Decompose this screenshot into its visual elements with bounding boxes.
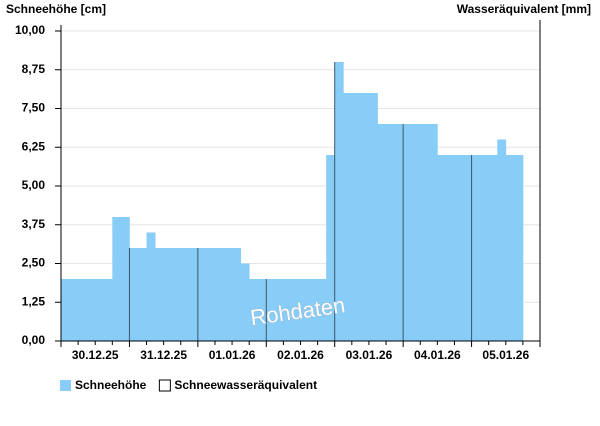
bar: [360, 93, 370, 341]
bar: [240, 263, 250, 341]
bar: [172, 248, 182, 341]
bar: [112, 217, 122, 341]
bar: [274, 279, 284, 341]
bar: [95, 279, 105, 341]
bar: [120, 217, 130, 341]
bar: [300, 279, 310, 341]
bar: [189, 248, 199, 341]
bar: [214, 248, 224, 341]
bar: [223, 248, 233, 341]
bar: [69, 279, 79, 341]
bar: [326, 155, 336, 341]
legend-swatch: [60, 380, 71, 391]
y-tick-label: 8,75: [22, 62, 46, 76]
bar: [291, 279, 301, 341]
bar: [163, 248, 173, 341]
bar: [343, 93, 353, 341]
y-tick-label: 2,50: [22, 256, 46, 270]
x-tick-label: 02.01.26: [277, 348, 324, 362]
bar: [206, 248, 216, 341]
bar: [103, 279, 113, 341]
y-axis-title: Schneehöhe [cm]: [6, 2, 106, 16]
bar: [403, 124, 413, 341]
bar: [394, 124, 404, 341]
y-tick-label: 7,50: [22, 101, 46, 115]
bar: [232, 248, 242, 341]
x-tick-label: 31.12.25: [140, 348, 187, 362]
bar: [334, 62, 344, 341]
x-tick-label: 01.01.26: [209, 348, 256, 362]
bar: [146, 232, 156, 341]
bar: [283, 279, 293, 341]
bar: [428, 124, 438, 341]
bar: [505, 155, 515, 341]
bar: [437, 155, 447, 341]
legend-swatch: [158, 379, 171, 392]
bar: [86, 279, 96, 341]
x-tick-label: 30.12.25: [72, 348, 119, 362]
bar: [420, 124, 430, 341]
legend-label: Schneehöhe: [75, 378, 147, 392]
bar: [129, 248, 139, 341]
bar: [445, 155, 455, 341]
legend-label: Schneewasseräquivalent: [174, 378, 317, 392]
bar: [61, 279, 70, 341]
y-tick-label: 3,75: [22, 217, 46, 231]
bar: [488, 155, 498, 341]
bar: [514, 155, 524, 341]
y-tick-label: 0,00: [22, 333, 46, 347]
bar: [480, 155, 490, 341]
bar: [471, 155, 481, 341]
bar: [249, 279, 259, 341]
y-tick-label: 6,25: [22, 139, 46, 153]
bar: [137, 248, 147, 341]
x-tick-label: 04.01.26: [414, 348, 461, 362]
y2-axis-title: Wasseräquivalent [mm]: [457, 2, 591, 16]
x-tick-label: 03.01.26: [346, 348, 393, 362]
bar: [309, 279, 319, 341]
bar: [454, 155, 464, 341]
x-tick-label: 05.01.26: [482, 348, 529, 362]
bar: [368, 93, 378, 341]
bar: [257, 279, 267, 341]
bar: [351, 93, 361, 341]
bar: [386, 124, 395, 341]
bar: [377, 124, 387, 341]
bar: [155, 248, 165, 341]
y-tick-label: 10,00: [15, 23, 45, 37]
bar: [266, 279, 276, 341]
bar: [317, 279, 327, 341]
bar: [411, 124, 421, 341]
bar: [497, 139, 507, 341]
y-tick-label: 5,00: [22, 178, 46, 192]
bar: [78, 279, 88, 341]
y-tick-label: 1,25: [22, 294, 46, 308]
bar: [197, 248, 207, 341]
bar: [463, 155, 472, 341]
bar: [180, 248, 190, 341]
